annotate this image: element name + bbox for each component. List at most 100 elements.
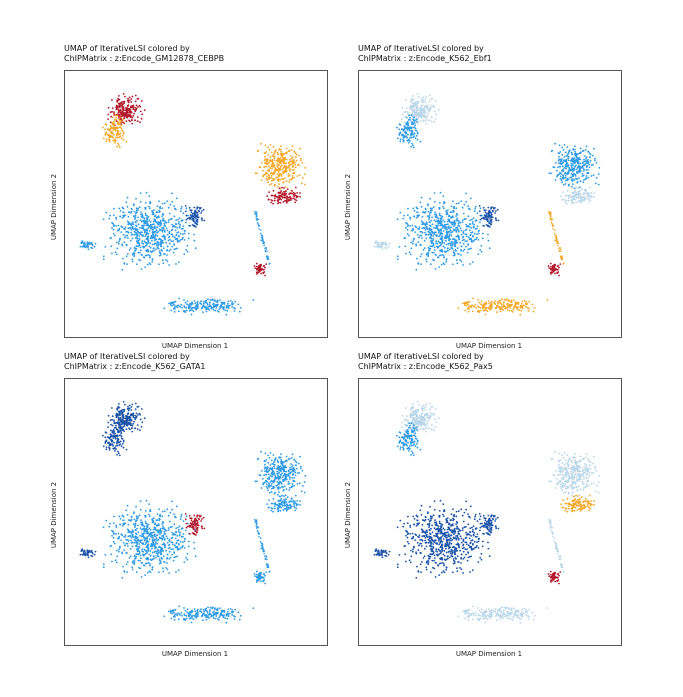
cell-point	[142, 543, 144, 545]
cell-point	[595, 161, 598, 164]
cell-point	[146, 232, 149, 235]
cell-point	[550, 268, 553, 271]
cell-point	[477, 232, 480, 235]
cell-point	[108, 447, 111, 450]
cell-point	[381, 248, 384, 251]
cell-point	[130, 424, 133, 427]
cell-point	[452, 206, 455, 209]
cell-point	[156, 524, 158, 526]
cell-point	[126, 196, 129, 199]
cell-point	[402, 136, 405, 139]
cell-point	[107, 128, 110, 130]
cell-point	[268, 183, 271, 186]
cell-point	[254, 172, 257, 175]
cell-point	[179, 540, 182, 543]
cell-point	[182, 535, 184, 538]
cell-point	[125, 111, 128, 114]
cell-point	[405, 110, 407, 113]
cell-point	[125, 538, 128, 541]
cell-point	[131, 95, 134, 98]
cell-point	[135, 263, 138, 266]
cell-point	[145, 528, 148, 531]
cell-point	[417, 263, 420, 265]
cell-point	[133, 557, 136, 560]
cell-point	[293, 176, 296, 179]
cell-point	[136, 235, 139, 237]
cell-point	[279, 179, 282, 181]
cell-point	[193, 541, 195, 544]
cell-point	[401, 118, 403, 120]
cell-point	[148, 230, 151, 232]
cell-point	[105, 446, 108, 449]
cell-point	[201, 518, 203, 520]
cell-point	[126, 542, 129, 545]
cell-point	[587, 150, 589, 153]
cell-point	[447, 223, 449, 226]
cell-point	[167, 206, 170, 209]
cell-point	[130, 419, 133, 422]
cell-point	[562, 169, 564, 172]
cell-point	[138, 514, 141, 517]
cell-point	[420, 263, 422, 265]
cell-point	[375, 240, 378, 243]
cell-point	[170, 548, 173, 551]
cell-point	[416, 106, 419, 108]
cell-point	[490, 206, 493, 209]
cell-point	[149, 563, 151, 565]
cell-point	[405, 252, 407, 255]
cell-point	[157, 244, 160, 247]
cell-point	[133, 518, 136, 521]
cell-point	[114, 251, 117, 254]
cell-point	[295, 159, 298, 162]
cell-point	[155, 550, 157, 553]
cell-point	[113, 542, 116, 545]
cell-point	[401, 106, 404, 109]
cell-point	[407, 133, 409, 136]
cell-point	[468, 248, 471, 250]
cell-point	[568, 149, 571, 152]
cell-point	[294, 152, 297, 155]
cell-point	[149, 256, 151, 259]
cell-point	[133, 249, 136, 252]
cell-point	[410, 100, 413, 102]
cell-point	[130, 98, 133, 100]
cell-point	[423, 239, 426, 242]
cell-point	[283, 196, 286, 199]
cell-point	[435, 231, 437, 234]
cell-point	[384, 242, 387, 245]
cell-point	[594, 157, 596, 160]
cell-point	[430, 116, 433, 118]
cell-point	[212, 308, 215, 311]
cell-point	[141, 216, 144, 219]
cell-point	[155, 529, 158, 532]
cell-point	[178, 525, 181, 528]
cell-point	[154, 239, 156, 242]
cell-point	[141, 532, 143, 535]
cell-point	[128, 108, 131, 110]
cell-point	[108, 437, 111, 440]
cell-point	[140, 425, 143, 428]
cell-point	[153, 538, 156, 541]
cell-point	[193, 225, 196, 227]
cell-point	[476, 236, 478, 239]
cell-point	[580, 188, 583, 191]
cell-point	[304, 474, 307, 477]
cell-point	[424, 98, 427, 100]
cell-point	[282, 201, 285, 203]
cell-point	[429, 109, 431, 111]
cell-point	[135, 236, 138, 239]
cell-point	[288, 174, 291, 177]
cell-point	[202, 311, 204, 314]
cell-point	[504, 305, 506, 308]
cluster-top-left-blob	[107, 93, 146, 127]
cell-point	[265, 151, 268, 153]
cell-point	[436, 226, 438, 229]
cell-point	[409, 216, 411, 219]
cell-point	[287, 162, 290, 165]
cell-point	[159, 562, 162, 564]
cell-point	[105, 448, 108, 451]
cell-point	[122, 428, 125, 431]
cell-point	[238, 310, 241, 313]
cell-point	[262, 175, 264, 178]
cell-point	[266, 195, 269, 197]
